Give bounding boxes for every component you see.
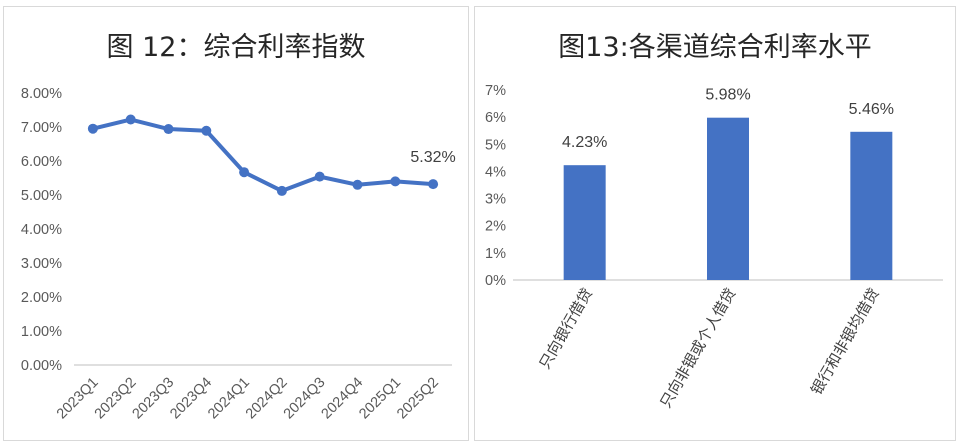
data-point xyxy=(352,179,363,190)
data-point xyxy=(87,123,98,134)
y-tick-label: 3% xyxy=(485,192,506,208)
line-chart-panel: 图 12：综合利率指数 0.00% 1.00% 2.00% 3.00% 4.00% 5.0… xyxy=(3,6,469,441)
data-point xyxy=(276,185,287,196)
y-tick-label: 4% xyxy=(485,164,506,180)
bar-chart-panel: 图13:各渠道综合利率水平 0% 1% 2% 3% 4% 5% 6% 7% 4.23% 只向银行借… xyxy=(474,6,956,441)
y-tick-label: 6% xyxy=(485,110,506,126)
y-tick-label: 6.00% xyxy=(21,154,62,170)
y-tick-label: 3.00% xyxy=(21,256,62,272)
line-chart-title: 图 12：综合利率指数 xyxy=(106,32,366,63)
data-point xyxy=(428,179,439,190)
bar xyxy=(707,117,749,280)
x-category-label: 银行和非银均借贷 xyxy=(807,285,883,398)
y-tick-label: 5.00% xyxy=(21,188,62,204)
y-tick-label: 4.00% xyxy=(21,222,62,238)
bar-chart-title: 图13:各渠道综合利率水平 xyxy=(558,32,872,63)
data-label: 5.98% xyxy=(705,87,750,104)
y-tick-label: 8.00% xyxy=(21,86,62,102)
data-point xyxy=(390,176,401,187)
bar-chart-svg: 0% 1% 2% 3% 4% 5% 6% 7% 4.23% 只向银行借贷 5.98% 只向非银或个人借… xyxy=(485,83,943,411)
y-tick-label: 0% xyxy=(485,273,506,289)
y-tick-label: 5% xyxy=(485,137,506,153)
data-point xyxy=(163,124,174,135)
bar xyxy=(563,165,606,280)
data-point xyxy=(125,114,136,125)
data-point xyxy=(239,167,250,178)
bar xyxy=(850,131,893,280)
y-tick-label: 7% xyxy=(485,83,506,99)
y-tick-label: 1.00% xyxy=(21,324,62,340)
y-tick-label: 1% xyxy=(485,246,506,262)
data-point xyxy=(201,125,212,136)
y-tick-label: 2% xyxy=(485,219,506,235)
x-tick-label: 2025Q2 xyxy=(394,375,442,423)
line-chart-svg: 0.00% 1.00% 2.00% 3.00% 4.00% 5.00% 6.00% 7.00%… xyxy=(21,86,456,423)
y-tick-label: 2.00% xyxy=(21,290,62,306)
data-label: 4.23% xyxy=(562,134,607,151)
y-tick-label: 7.00% xyxy=(21,120,62,136)
x-category-label: 只向银行借贷 xyxy=(536,285,597,372)
y-tick-label: 0.00% xyxy=(21,358,62,374)
data-label: 5.32% xyxy=(410,149,455,166)
series-line xyxy=(92,117,434,193)
data-label: 5.46% xyxy=(849,101,894,118)
data-point xyxy=(314,171,325,182)
x-category-label: 只向非银或个人借贷 xyxy=(656,285,739,411)
